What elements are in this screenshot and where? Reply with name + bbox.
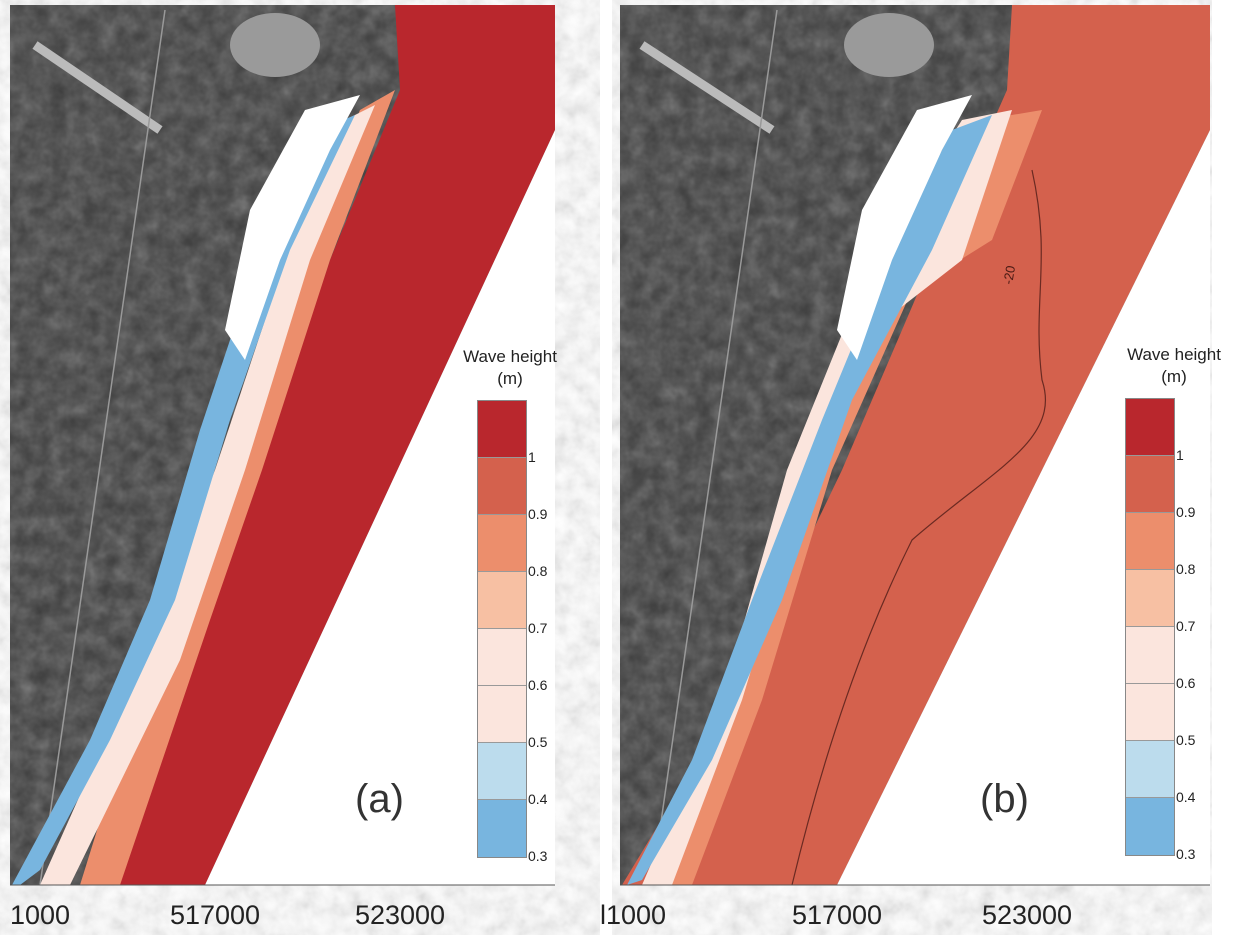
legend-swatch [478, 800, 526, 857]
x-tick-label: 517000 [169, 900, 261, 930]
legend-swatch [1126, 399, 1174, 456]
legend-tick-label: 0.7 [528, 620, 548, 636]
legend-tick-label: 0.5 [528, 734, 548, 750]
runway [32, 41, 163, 134]
nearshore-band [652, 110, 1042, 885]
x-tick-label: 523000 [981, 900, 1073, 930]
legend-tick-label: 0.4 [1176, 789, 1196, 805]
map-panel-a: 1000 517000 523000 (a) Wave height (m) 1… [0, 0, 600, 935]
legend-tick-label: 0.5 [1176, 732, 1196, 748]
x-tick-label: 523000 [354, 900, 446, 930]
x-tick-label: 517000 [791, 900, 883, 930]
legend-tick-label: 0.3 [1176, 846, 1196, 862]
legend-swatch [478, 515, 526, 572]
x-tick-label: 1000 [10, 900, 71, 930]
beach [837, 95, 972, 360]
legend-tick-label: 0.8 [528, 563, 548, 579]
legend-swatch [1126, 570, 1174, 627]
legend-swatch [478, 743, 526, 800]
legend-swatch [1126, 684, 1174, 741]
legend-tick-label: 0.9 [528, 506, 548, 522]
legend-swatch [478, 401, 526, 458]
panel-label: (a) [355, 777, 404, 821]
legend-swatch [1126, 456, 1174, 513]
legend-swatch [1126, 798, 1174, 855]
x-tick-label: l1000 [600, 900, 667, 930]
panel-label: (b) [980, 777, 1029, 821]
runway [639, 41, 775, 134]
legend-swatch [1126, 513, 1174, 570]
lagoon [844, 13, 934, 77]
map-panel-b: -20 l1000 517000 523000 (b) Wave height … [600, 0, 1221, 935]
offshore-wave-zone [110, 5, 555, 885]
legend-swatch [1126, 741, 1174, 798]
contour-label: -20 [1000, 264, 1018, 285]
shallow-band [12, 115, 355, 885]
legend-tick-label: 0.6 [528, 677, 548, 693]
legend-swatch [478, 629, 526, 686]
legend-color-bar [1125, 398, 1175, 856]
legend-tick-label: 0.9 [1176, 504, 1196, 520]
wave-height-map-b: -20 [620, 5, 1210, 886]
legend-tick-label: 0.4 [528, 791, 548, 807]
wave-height-map-a [10, 5, 555, 886]
shallow-band [627, 115, 992, 885]
legend-tick-label: 0.3 [528, 848, 548, 864]
legend-title-line2: (m) [497, 369, 523, 388]
lagoon [230, 13, 320, 77]
legend-swatch [478, 458, 526, 515]
legend-title-line2: (m) [1161, 367, 1187, 386]
legend-title-line1: Wave height [1127, 345, 1221, 364]
legend-tick-label: 0.6 [1176, 675, 1196, 691]
beach [225, 95, 360, 360]
legend-title-line1: Wave height [463, 347, 557, 366]
legend-tick-label: 0.7 [1176, 618, 1196, 634]
legend-swatch [478, 686, 526, 743]
legend-title: Wave height (m) [1114, 344, 1234, 388]
legend-swatch [1126, 627, 1174, 684]
legend-swatch [478, 572, 526, 629]
legend-color-bar [477, 400, 527, 858]
depth-contour [791, 169, 1047, 886]
legend-title: Wave height (m) [450, 346, 570, 390]
legend-tick-label: 1 [528, 449, 536, 465]
legend-tick-label: 1 [1176, 447, 1184, 463]
legend-tick-label: 0.8 [1176, 561, 1196, 577]
